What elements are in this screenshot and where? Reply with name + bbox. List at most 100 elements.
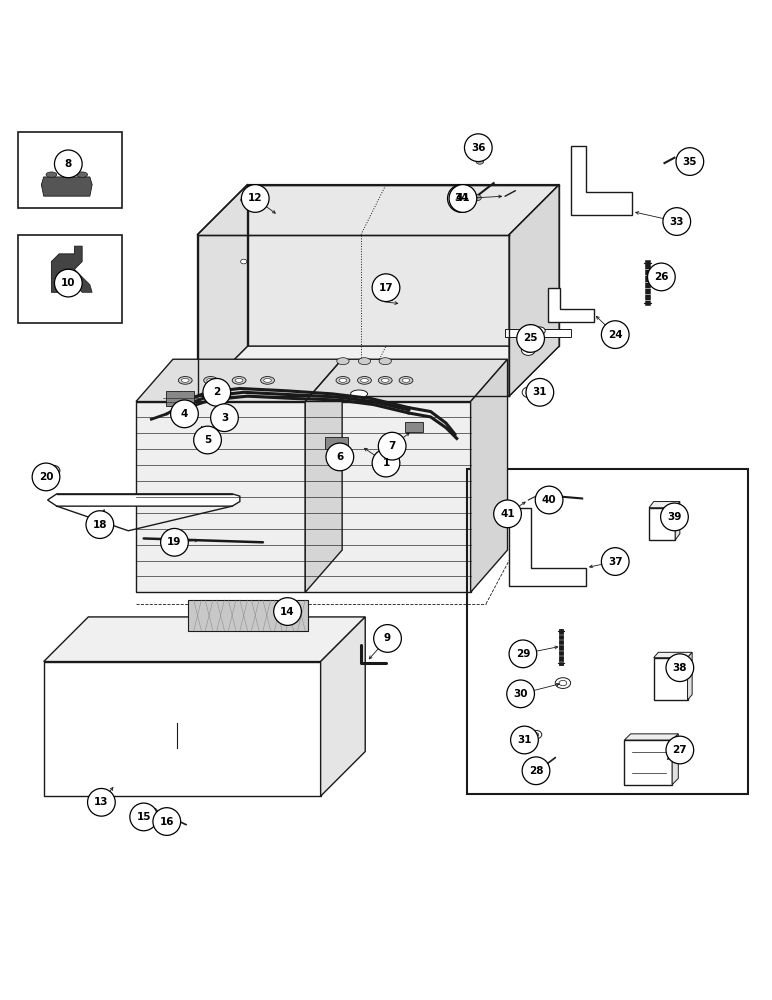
Circle shape bbox=[130, 803, 157, 831]
Text: 16: 16 bbox=[160, 817, 174, 827]
Ellipse shape bbox=[555, 678, 571, 688]
Ellipse shape bbox=[521, 345, 535, 355]
Circle shape bbox=[663, 208, 691, 235]
Circle shape bbox=[666, 654, 694, 682]
Circle shape bbox=[666, 736, 694, 764]
Polygon shape bbox=[198, 185, 248, 396]
Ellipse shape bbox=[472, 195, 482, 201]
Polygon shape bbox=[654, 652, 692, 658]
Text: 41: 41 bbox=[500, 509, 515, 519]
Circle shape bbox=[509, 640, 537, 668]
Text: 4: 4 bbox=[181, 409, 188, 419]
Text: 7: 7 bbox=[388, 441, 396, 451]
Circle shape bbox=[535, 486, 563, 514]
Ellipse shape bbox=[207, 378, 215, 382]
Circle shape bbox=[648, 263, 676, 291]
Ellipse shape bbox=[46, 172, 57, 177]
Ellipse shape bbox=[551, 493, 559, 499]
Text: 3: 3 bbox=[221, 413, 228, 423]
Circle shape bbox=[32, 463, 60, 491]
Circle shape bbox=[203, 378, 231, 406]
Ellipse shape bbox=[559, 680, 567, 686]
Text: 9: 9 bbox=[384, 633, 391, 643]
Text: 5: 5 bbox=[204, 435, 212, 445]
Text: 12: 12 bbox=[248, 193, 262, 203]
Polygon shape bbox=[325, 437, 348, 449]
Circle shape bbox=[522, 757, 550, 785]
Text: 31: 31 bbox=[533, 387, 547, 397]
Text: 27: 27 bbox=[672, 745, 687, 755]
Polygon shape bbox=[48, 494, 240, 506]
Text: 15: 15 bbox=[137, 812, 151, 822]
Polygon shape bbox=[320, 617, 365, 796]
Text: 37: 37 bbox=[608, 557, 622, 567]
Circle shape bbox=[378, 432, 406, 460]
Text: 6: 6 bbox=[337, 452, 344, 462]
Ellipse shape bbox=[476, 159, 484, 164]
Text: 1: 1 bbox=[382, 458, 390, 468]
Text: 41: 41 bbox=[455, 193, 470, 203]
Polygon shape bbox=[42, 177, 92, 196]
Circle shape bbox=[242, 185, 269, 212]
Polygon shape bbox=[198, 185, 559, 235]
Polygon shape bbox=[198, 346, 559, 396]
Ellipse shape bbox=[337, 358, 349, 365]
Text: 31: 31 bbox=[517, 735, 532, 745]
Ellipse shape bbox=[536, 768, 543, 773]
Ellipse shape bbox=[399, 377, 413, 384]
Polygon shape bbox=[471, 359, 507, 592]
Polygon shape bbox=[571, 146, 632, 215]
Text: 38: 38 bbox=[672, 663, 687, 673]
Ellipse shape bbox=[357, 377, 371, 384]
Ellipse shape bbox=[51, 468, 57, 473]
Circle shape bbox=[86, 511, 113, 538]
Ellipse shape bbox=[358, 358, 371, 365]
Ellipse shape bbox=[241, 259, 247, 264]
Polygon shape bbox=[305, 359, 342, 592]
Circle shape bbox=[55, 269, 82, 297]
Polygon shape bbox=[44, 662, 320, 796]
Polygon shape bbox=[649, 508, 676, 540]
Text: 2: 2 bbox=[213, 387, 220, 397]
Circle shape bbox=[372, 449, 400, 477]
Text: 40: 40 bbox=[542, 495, 557, 505]
Polygon shape bbox=[505, 329, 571, 337]
Ellipse shape bbox=[526, 390, 532, 395]
Ellipse shape bbox=[378, 377, 392, 384]
Circle shape bbox=[661, 503, 689, 531]
Polygon shape bbox=[625, 740, 672, 785]
Circle shape bbox=[516, 325, 544, 352]
Polygon shape bbox=[509, 185, 559, 396]
Circle shape bbox=[326, 443, 354, 471]
Ellipse shape bbox=[204, 377, 218, 384]
Text: 14: 14 bbox=[280, 607, 295, 617]
Ellipse shape bbox=[76, 172, 87, 177]
Circle shape bbox=[194, 426, 222, 454]
Polygon shape bbox=[547, 288, 594, 322]
Circle shape bbox=[465, 134, 493, 162]
Text: 33: 33 bbox=[669, 217, 684, 227]
Text: 35: 35 bbox=[682, 157, 697, 167]
Text: 19: 19 bbox=[168, 537, 181, 547]
Ellipse shape bbox=[381, 378, 389, 382]
Ellipse shape bbox=[241, 198, 247, 202]
Polygon shape bbox=[74, 269, 92, 292]
Circle shape bbox=[161, 528, 188, 556]
Circle shape bbox=[601, 321, 629, 348]
Ellipse shape bbox=[525, 348, 531, 352]
Polygon shape bbox=[136, 402, 305, 592]
Circle shape bbox=[601, 548, 629, 575]
Polygon shape bbox=[649, 502, 680, 508]
Polygon shape bbox=[136, 359, 342, 402]
Polygon shape bbox=[509, 508, 586, 586]
Ellipse shape bbox=[147, 808, 157, 815]
Ellipse shape bbox=[235, 378, 243, 382]
Text: 24: 24 bbox=[608, 330, 622, 340]
Text: 25: 25 bbox=[523, 333, 538, 343]
Ellipse shape bbox=[232, 377, 246, 384]
Polygon shape bbox=[405, 422, 423, 432]
Ellipse shape bbox=[350, 390, 367, 398]
Text: 13: 13 bbox=[94, 797, 109, 807]
Circle shape bbox=[506, 680, 534, 708]
Ellipse shape bbox=[48, 465, 60, 476]
